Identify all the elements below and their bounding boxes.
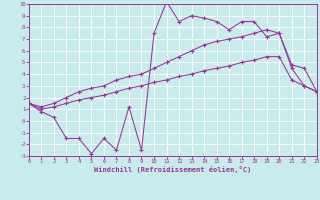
X-axis label: Windchill (Refroidissement éolien,°C): Windchill (Refroidissement éolien,°C) <box>94 166 252 173</box>
